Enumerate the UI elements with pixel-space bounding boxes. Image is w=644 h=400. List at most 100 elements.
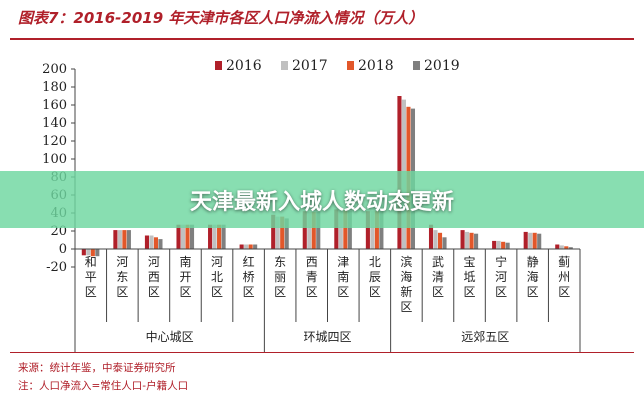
category-label: 区 <box>337 285 349 299</box>
category-label: 河 <box>116 255 128 269</box>
category-label: 静 <box>527 255 539 269</box>
category-label: 区 <box>495 285 507 299</box>
category-label: 辰 <box>369 270 381 284</box>
category-label: 海 <box>527 269 539 284</box>
bar-2016 <box>492 240 497 249</box>
category-label: 清 <box>432 270 444 284</box>
bar-2018 <box>437 232 443 249</box>
bar-2019 <box>537 233 542 249</box>
bar-2019 <box>474 233 479 249</box>
category-label: 北 <box>211 270 223 284</box>
category-label: 和 <box>85 255 97 269</box>
category-label: 开 <box>179 270 191 284</box>
bar-2016 <box>365 211 370 249</box>
legend-label-2018: 2018 <box>358 58 394 74</box>
bar-2016 <box>302 211 307 249</box>
bar-2017 <box>528 232 533 249</box>
category-label: 桥 <box>243 270 255 284</box>
legend-swatch-2019 <box>413 61 420 70</box>
bar-2019 <box>442 237 447 249</box>
bar-chart: -20020406080100120140160180200和平区河东区河西区南… <box>42 58 581 352</box>
category-label: 区 <box>274 285 286 299</box>
source-note: 来源：统计年鉴，中泰证券研究所 <box>18 362 176 374</box>
bar-2019 <box>221 224 226 249</box>
banner-text: 天津最新入城人数动态更新 <box>189 189 454 215</box>
bar-2017 <box>496 240 501 249</box>
category-label: 区 <box>148 285 160 299</box>
bar-2017 <box>244 244 249 249</box>
category-label: 滨 <box>400 254 412 269</box>
legend-label-2017: 2017 <box>292 58 328 74</box>
footer-rule <box>10 352 634 353</box>
bar-2019 <box>158 239 163 249</box>
bar-2018 <box>564 246 569 249</box>
category-label: 津 <box>337 255 349 269</box>
legend-label-2016: 2016 <box>226 58 262 74</box>
y-tick-label: 100 <box>42 152 67 167</box>
bar-2018 <box>469 232 474 249</box>
overlay-banner: 天津最新入城人数动态更新 <box>0 171 644 228</box>
legend-swatch-2017 <box>281 61 288 70</box>
category-label: 宝 <box>464 255 476 269</box>
group-label: 环城四区 <box>303 330 351 344</box>
category-label: 区 <box>306 285 318 299</box>
bar-2017 <box>86 249 91 256</box>
bar-2016 <box>81 249 86 256</box>
category-label: 州 <box>558 270 570 284</box>
category-label: 平 <box>85 270 97 284</box>
bar-2019 <box>379 211 384 249</box>
category-label: 区 <box>116 285 128 299</box>
y-tick-label: 0 <box>59 242 67 257</box>
bar-2017 <box>149 235 154 249</box>
category-label: 区 <box>179 285 191 299</box>
definition-note: 注：人口净流入=常住人口-户籍人口 <box>18 380 189 392</box>
bar-2018 <box>90 249 95 257</box>
bar-2019 <box>284 218 289 249</box>
category-label: 西 <box>306 255 318 269</box>
bar-2016 <box>208 224 213 249</box>
category-label: 区 <box>211 285 223 299</box>
category-label: 新 <box>400 284 412 299</box>
bar-2016 <box>523 231 528 249</box>
bar-2016 <box>460 230 465 249</box>
bar-2016 <box>144 235 150 249</box>
y-tick-label: 180 <box>42 80 67 95</box>
bar-2019 <box>347 211 352 249</box>
bar-2018 <box>217 224 222 249</box>
group-label: 中心城区 <box>146 329 194 344</box>
bar-2019 <box>505 242 510 249</box>
category-label: 坻 <box>464 269 476 284</box>
category-label: 区 <box>400 300 412 314</box>
bar-2018 <box>311 212 316 249</box>
bar-2018 <box>153 237 159 249</box>
category-label: 蓟 <box>558 255 570 269</box>
bar-2018 <box>501 241 506 249</box>
legend-swatch-2018 <box>347 61 354 70</box>
bar-2016 <box>176 224 181 249</box>
category-label: 河 <box>495 270 507 284</box>
category-label: 河 <box>148 255 160 269</box>
bar-2017 <box>465 231 470 249</box>
bar-2019 <box>95 249 100 257</box>
y-tick-label: 160 <box>42 98 67 113</box>
y-tick-label: -20 <box>46 260 67 275</box>
bar-2019 <box>568 247 573 249</box>
category-label: 南 <box>179 254 191 269</box>
bar-2018 <box>343 210 348 249</box>
category-label: 红 <box>243 254 255 269</box>
category-label: 区 <box>369 285 381 299</box>
legend-swatch-2016 <box>215 61 222 70</box>
category-label: 区 <box>464 285 476 299</box>
category-label: 丽 <box>274 270 286 284</box>
bar-2016 <box>334 209 339 249</box>
category-label: 海 <box>400 269 412 284</box>
category-label: 宁 <box>495 254 507 269</box>
bar-2017 <box>370 211 375 249</box>
bar-2017 <box>275 216 280 249</box>
bar-2017 <box>212 224 217 249</box>
bar-2018 <box>185 224 190 249</box>
legend-label-2019: 2019 <box>424 58 460 74</box>
category-label: 河 <box>211 255 223 269</box>
bar-2018 <box>248 244 253 249</box>
bar-2017 <box>559 245 564 249</box>
